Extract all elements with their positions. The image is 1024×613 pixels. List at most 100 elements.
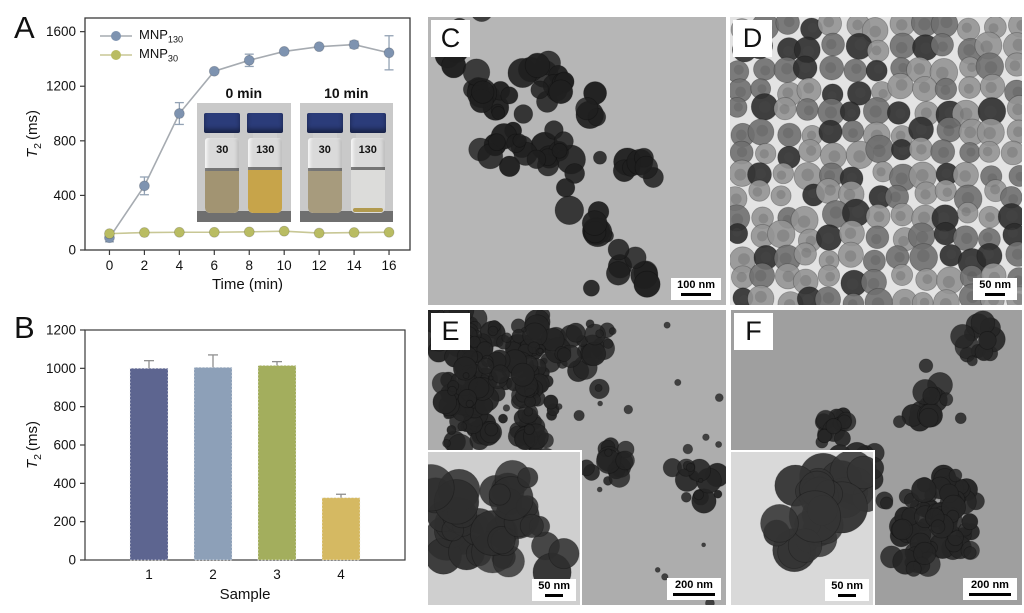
- scale-bar-line: [545, 594, 564, 597]
- tem-image-d: D 50 nm: [730, 17, 1022, 305]
- vial-photo-group-0: 0 min 30 130: [197, 85, 291, 222]
- y-axis-subscript: 2: [32, 143, 44, 149]
- bar-sample-4: [321, 497, 361, 561]
- data-point: [139, 180, 150, 192]
- vial-cap: [247, 113, 284, 133]
- x-tick-label: 10: [277, 258, 292, 273]
- vial-label: 30: [318, 144, 331, 156]
- panel-d-letter: D: [733, 20, 772, 57]
- panel-b-y-axis-label: T2 (ms): [24, 420, 44, 470]
- photo-shelf: [299, 211, 393, 222]
- liquid-meniscus: [350, 166, 385, 170]
- y-tick-label: 0: [68, 243, 76, 258]
- x-tick-label: 3: [273, 567, 281, 582]
- bar-sample-2: [193, 366, 233, 561]
- inset-title: 10 min: [324, 85, 369, 101]
- scale-bar-line: [985, 293, 1006, 296]
- legend: MNP130 MNP30: [99, 26, 183, 64]
- legend-marker-mnp30: [100, 49, 132, 60]
- data-point: [313, 41, 325, 53]
- photo-shelf: [197, 211, 291, 222]
- bar-sample-1: [129, 367, 169, 561]
- bar-sample-3: [257, 365, 297, 561]
- panel-e-letter: E: [431, 313, 470, 350]
- data-point: [208, 226, 220, 238]
- x-tick-label: 12: [312, 258, 327, 273]
- y-tick-label: 1600: [46, 24, 76, 39]
- line-chart-canvas: 0 2 4 6 8 10 12 14 16 0 400 800 1200 1600: [46, 17, 411, 273]
- tem-micrograph-e: [428, 310, 726, 605]
- scale-bar-line: [969, 593, 1011, 596]
- data-point: [243, 54, 255, 66]
- y-tick-label: 800: [53, 399, 76, 414]
- vial-photo: 30 130: [197, 103, 291, 222]
- panel-c-letter: C: [431, 20, 470, 57]
- vial-liquid: [205, 171, 240, 213]
- vial-photo-inset: 0 min 30 130 10 min 30 130: [197, 85, 393, 222]
- y-tick-label: 200: [53, 514, 76, 529]
- vial-body: 130: [248, 138, 283, 213]
- tem-inset-micrograph-f: [731, 452, 873, 605]
- scale-bar-e-inset: 50 nm: [532, 579, 576, 601]
- vial-neck: [253, 133, 278, 138]
- tem-micrograph-d: [730, 17, 1022, 305]
- y-tick-label: 400: [53, 188, 76, 203]
- vial-label: 130: [256, 144, 275, 156]
- liquid-meniscus: [248, 166, 283, 170]
- y-axis-symbol: T: [24, 148, 41, 159]
- scale-bar-line: [681, 293, 712, 296]
- vial-neck: [210, 133, 235, 138]
- vial-cap: [306, 113, 343, 133]
- panel-b-letter: B: [14, 310, 35, 345]
- vial-cap: [204, 113, 241, 133]
- vial-cap: [349, 113, 386, 133]
- y-tick-label: 0: [68, 553, 76, 568]
- data-point: [208, 65, 220, 77]
- data-point: [173, 226, 185, 238]
- data-point: [383, 226, 395, 238]
- y-tick-label: 600: [53, 438, 76, 453]
- scale-bar-f: 200 nm: [963, 578, 1017, 600]
- x-tick-label: 6: [211, 258, 219, 273]
- scale-bar-e: 200 nm: [667, 578, 721, 600]
- x-tick-label: 4: [337, 567, 345, 582]
- legend-label-mnp30: MNP30: [139, 45, 179, 64]
- scale-bar-f-inset: 50 nm: [825, 579, 869, 601]
- tem-inset-e: 50 nm: [428, 450, 582, 605]
- vial-photo-group-1: 10 min 30 130: [299, 85, 393, 222]
- nanoparticles: [760, 452, 873, 573]
- tem-inset-micrograph-e: [428, 452, 580, 605]
- tem-micrograph-c: [428, 17, 726, 305]
- x-tick-label: 2: [141, 258, 149, 273]
- tem-image-e: E 50 nm 200 nm: [428, 310, 726, 605]
- scale-bar-line: [673, 593, 715, 596]
- x-tick-label: 8: [245, 258, 253, 273]
- vial-neck: [312, 133, 337, 138]
- data-point: [383, 47, 395, 59]
- vial-sediment: [352, 208, 383, 212]
- data-point: [348, 227, 360, 238]
- data-point: [243, 226, 255, 238]
- vial-30: 30: [306, 113, 343, 213]
- legend-item-mnp30: MNP30: [99, 45, 183, 64]
- inset-title: 0 min: [225, 85, 263, 101]
- series-MNP30: [104, 225, 395, 240]
- vial-130: 130: [349, 113, 386, 213]
- data-point: [173, 108, 185, 119]
- y-axis-unit: (ms): [24, 109, 41, 140]
- data-point: [278, 46, 290, 57]
- series-MNP130: [104, 35, 395, 244]
- x-tick-label: 1: [145, 567, 153, 582]
- x-tick-label: 16: [382, 258, 397, 273]
- vial-neck: [355, 133, 380, 138]
- y-tick-label: 1200: [46, 323, 76, 338]
- panel-a-letter: A: [14, 10, 35, 45]
- vial-30: 30: [204, 113, 241, 213]
- data-point: [104, 228, 115, 240]
- data-point: [139, 227, 150, 238]
- y-tick-label: 400: [53, 476, 76, 491]
- vial-body: 30: [307, 138, 342, 213]
- vial-body: 30: [205, 138, 240, 213]
- y-tick-label: 1200: [46, 79, 76, 94]
